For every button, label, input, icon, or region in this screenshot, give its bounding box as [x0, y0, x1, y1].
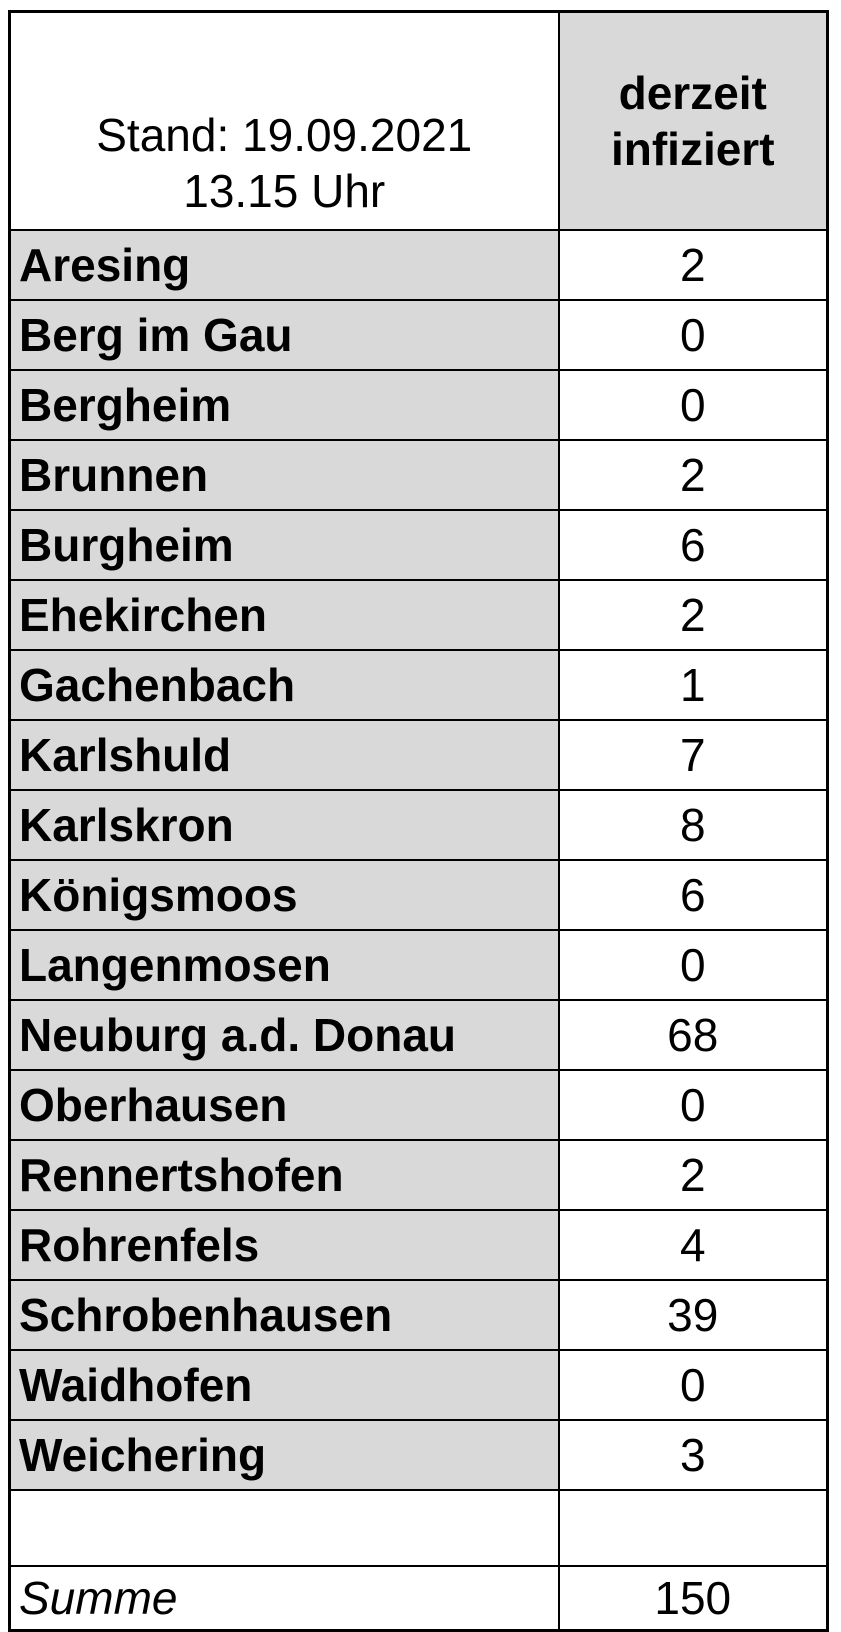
summary-row: Summe 150 — [8, 1565, 829, 1632]
infected-count-cell: 2 — [557, 579, 829, 651]
empty-name-cell — [8, 1489, 560, 1567]
table-row: Weichering 3 — [8, 1419, 829, 1491]
summary-value-cell: 150 — [557, 1565, 829, 1632]
table-row: Waidhofen 0 — [8, 1349, 829, 1421]
table-row: Karlshuld 7 — [8, 719, 829, 791]
municipality-name-cell: Ehekirchen — [8, 579, 560, 651]
infected-count-cell: 7 — [557, 719, 829, 791]
municipality-name-cell: Neuburg a.d. Donau — [8, 999, 560, 1071]
stand-date-line: Stand: 19.09.2021 — [96, 108, 473, 161]
table-row: Rennertshofen 2 — [8, 1139, 829, 1211]
table-row: Aresing 2 — [8, 229, 829, 301]
municipality-name-cell: Berg im Gau — [8, 299, 560, 371]
infected-count-cell: 6 — [557, 859, 829, 931]
infected-count-cell: 0 — [557, 299, 829, 371]
municipality-name-cell: Langenmosen — [8, 929, 560, 1001]
infected-count-cell: 0 — [557, 1069, 829, 1141]
infected-count-cell: 39 — [557, 1279, 829, 1351]
municipality-name-cell: Karlskron — [8, 789, 560, 861]
infected-label-line2: infiziert — [610, 123, 775, 175]
municipality-name-cell: Königsmoos — [8, 859, 560, 931]
infected-label-line1: derzeit — [618, 66, 767, 119]
header-infected-cell: derzeit infiziert — [557, 10, 829, 231]
table-row: Königsmoos 6 — [8, 859, 829, 931]
infected-count-cell: 2 — [557, 229, 829, 301]
infected-count-cell: 1 — [557, 649, 829, 721]
header-stand-cell: Stand: 19.09.2021 13.15 Uhr — [8, 10, 560, 231]
table-row: Neuburg a.d. Donau 68 — [8, 999, 829, 1071]
empty-value-cell — [557, 1489, 829, 1567]
infected-count-cell: 0 — [557, 369, 829, 441]
municipality-name-cell: Burgheim — [8, 509, 560, 581]
infected-count-cell: 0 — [557, 1349, 829, 1421]
infection-table: Stand: 19.09.2021 13.15 Uhr derzeit infi… — [8, 10, 829, 1632]
municipality-name-cell: Schrobenhausen — [8, 1279, 560, 1351]
municipality-name-cell: Waidhofen — [8, 1349, 560, 1421]
table-row: Langenmosen 0 — [8, 929, 829, 1001]
infected-count-cell: 2 — [557, 439, 829, 511]
table-row: Rohrenfels 4 — [8, 1209, 829, 1281]
municipality-name-cell: Bergheim — [8, 369, 560, 441]
summary-label-cell: Summe — [8, 1565, 560, 1632]
table-row: Ehekirchen 2 — [8, 579, 829, 651]
page: Stand: 19.09.2021 13.15 Uhr derzeit infi… — [8, 10, 829, 1632]
infected-count-cell: 2 — [557, 1139, 829, 1211]
table-row: Bergheim 0 — [8, 369, 829, 441]
table-row: Schrobenhausen 39 — [8, 1279, 829, 1351]
infected-count-cell: 4 — [557, 1209, 829, 1281]
municipality-name-cell: Oberhausen — [8, 1069, 560, 1141]
infected-count-cell: 68 — [557, 999, 829, 1071]
municipality-name-cell: Karlshuld — [8, 719, 560, 791]
table-row: Gachenbach 1 — [8, 649, 829, 721]
table-row: Oberhausen 0 — [8, 1069, 829, 1141]
infected-count-cell: 3 — [557, 1419, 829, 1491]
table-row: Berg im Gau 0 — [8, 299, 829, 371]
municipality-name-cell: Aresing — [8, 229, 560, 301]
municipality-name-cell: Gachenbach — [8, 649, 560, 721]
empty-row — [8, 1489, 829, 1567]
infected-count-cell: 8 — [557, 789, 829, 861]
infected-count-cell: 6 — [557, 509, 829, 581]
header-row: Stand: 19.09.2021 13.15 Uhr derzeit infi… — [8, 10, 829, 231]
table-row: Burgheim 6 — [8, 509, 829, 581]
stand-time-line: 13.15 Uhr — [183, 164, 386, 217]
table-row: Karlskron 8 — [8, 789, 829, 861]
municipality-name-cell: Weichering — [8, 1419, 560, 1491]
municipality-name-cell: Brunnen — [8, 439, 560, 511]
municipality-name-cell: Rohrenfels — [8, 1209, 560, 1281]
infected-count-cell: 0 — [557, 929, 829, 1001]
table-row: Brunnen 2 — [8, 439, 829, 511]
municipality-name-cell: Rennertshofen — [8, 1139, 560, 1211]
